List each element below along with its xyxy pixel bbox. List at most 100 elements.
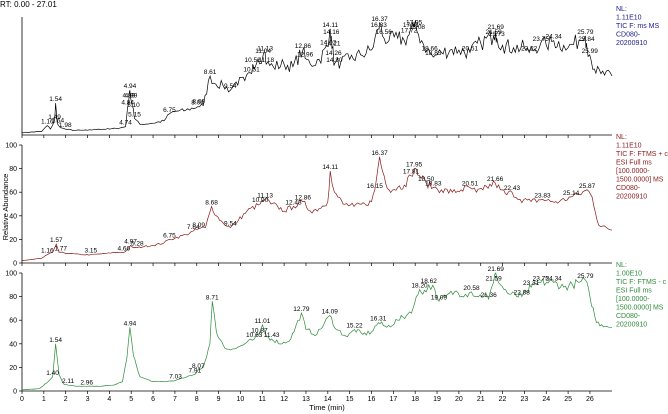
- peak-label: 18.83: [425, 180, 442, 187]
- y-tick-label: 0: [13, 261, 17, 268]
- peak-label: 9.54: [224, 83, 237, 90]
- peak-label: 11.18: [258, 57, 274, 64]
- peak-label: 14.02: [320, 40, 337, 47]
- x-tick-label: 4: [107, 396, 111, 403]
- panel-info-line: 20200910: [616, 322, 647, 329]
- peak-label: 5.10: [127, 102, 140, 109]
- peak-label: 8.68: [205, 199, 218, 206]
- x-tick-label: 7: [173, 396, 177, 403]
- y-tick-label: 40: [9, 341, 17, 348]
- peak-label: 3.15: [84, 248, 97, 255]
- peak-label: 19.09: [431, 294, 448, 301]
- peak-label: 8.07: [192, 363, 205, 370]
- panel-info-line: [100.0000-: [616, 296, 650, 303]
- peak-label: 11.13: [257, 192, 273, 199]
- peak-label: 6.75: [163, 107, 176, 114]
- peak-label: 18.50: [418, 176, 435, 183]
- peak-label: 1.16: [41, 119, 54, 126]
- panel-info-line: CD080-: [616, 32, 641, 39]
- peak-label: 23.22: [521, 45, 538, 52]
- peak-label: 1.54: [49, 96, 62, 103]
- y-tick-label: 40: [9, 213, 17, 220]
- x-tick-label: 5: [129, 396, 133, 403]
- peak-label: 20.58: [463, 285, 480, 292]
- panel-info-line: CD080-: [616, 313, 641, 320]
- peak-label: 6.75: [163, 232, 176, 239]
- peak-label: 25.99: [582, 48, 599, 55]
- panel-info-line: TIC F: FTMS + c: [616, 151, 668, 158]
- peak-label: 23.75: [533, 275, 550, 282]
- x-tick-label: 18: [411, 396, 419, 403]
- peak-label: 1.57: [50, 237, 63, 244]
- peak-label: 7.91: [188, 367, 201, 374]
- panel-info-line: NL:: [616, 6, 627, 13]
- trace-line: [21, 156, 613, 261]
- peak-label: 24.34: [546, 34, 563, 41]
- peak-label: 18.83: [425, 50, 442, 57]
- panel-info-line: 1.00E10: [616, 271, 642, 278]
- peak-label: 8.04: [191, 100, 204, 107]
- y-tick-label: 20: [9, 237, 17, 244]
- panel-info-line: TIC F: FTMS - c: [616, 279, 667, 286]
- peak-label: 12.43: [285, 199, 302, 206]
- peak-label: 16.56: [376, 29, 393, 36]
- peak-label: 14.30: [326, 57, 343, 64]
- peak-label: 8.61: [204, 69, 217, 76]
- panel-info-line: CD080-: [616, 185, 641, 192]
- peak-label: 4.84: [121, 100, 134, 107]
- panel-info-line: 1500.0000] MS: [616, 305, 664, 312]
- peak-label: 23.31: [523, 280, 540, 287]
- peak-label: 25.84: [578, 36, 595, 43]
- peak-label: 8.71: [206, 294, 219, 301]
- peak-label: 22.88: [514, 290, 531, 297]
- peak-label: 7.84: [187, 224, 200, 231]
- x-tick-label: 23: [521, 396, 529, 403]
- panel-info-line: ESI Full ms: [616, 160, 652, 167]
- peak-label: 17.72: [401, 28, 418, 35]
- x-tick-label: 22: [499, 396, 507, 403]
- peak-label: 4.94: [124, 320, 137, 327]
- peak-label: 12.86: [295, 43, 312, 50]
- x-tick-label: 6: [151, 396, 155, 403]
- peak-label: 14.11: [322, 164, 338, 171]
- peak-label: 21.66: [487, 176, 504, 183]
- peak-label: 25.79: [577, 273, 594, 280]
- peak-label: 11.01: [255, 318, 271, 325]
- peak-label: 17.81: [403, 169, 420, 176]
- y-tick-label: 60: [9, 318, 17, 325]
- x-tick-label: 24: [542, 396, 550, 403]
- peak-label: 12.86: [295, 195, 312, 202]
- peak-label: 21.73: [489, 31, 506, 38]
- peak-label: 14.16: [323, 29, 340, 36]
- x-tick-label: 15: [346, 396, 354, 403]
- peak-label: 1.49: [48, 114, 61, 121]
- x-axis-title: Time (min): [309, 403, 345, 412]
- peak-label: 16.37: [371, 150, 388, 157]
- peak-label: 18.66: [421, 45, 438, 52]
- peak-label: 14.11: [322, 22, 338, 29]
- peak-label: 10.56: [245, 57, 262, 64]
- panel-info-line: [100.0000-: [616, 168, 650, 175]
- peak-label: 1.64: [51, 117, 64, 124]
- peak-label: 21.69: [488, 266, 505, 273]
- peak-label: 23.75: [533, 36, 550, 43]
- trace-line: [21, 20, 613, 134]
- peak-label: 16.31: [370, 316, 387, 323]
- panel-info-line: NL:: [616, 134, 627, 141]
- peak-label: 20.51: [462, 180, 479, 187]
- x-tick-label: 21: [477, 396, 485, 403]
- peak-label: 12.79: [293, 306, 310, 313]
- x-tick-label: 25: [564, 396, 572, 403]
- x-tick-label: 9: [217, 396, 221, 403]
- y-tick-label: 80: [9, 166, 17, 173]
- peak-label: 17.81: [403, 22, 420, 29]
- peak-label: 4.74: [119, 120, 132, 127]
- x-tick-label: 12: [280, 396, 288, 403]
- peak-label: 17.95: [406, 19, 423, 26]
- x-tick-label: 10: [237, 396, 245, 403]
- peak-label: 21.59: [485, 29, 502, 36]
- peak-label: 11.04: [255, 48, 271, 55]
- y-tick-label: 80: [9, 294, 17, 301]
